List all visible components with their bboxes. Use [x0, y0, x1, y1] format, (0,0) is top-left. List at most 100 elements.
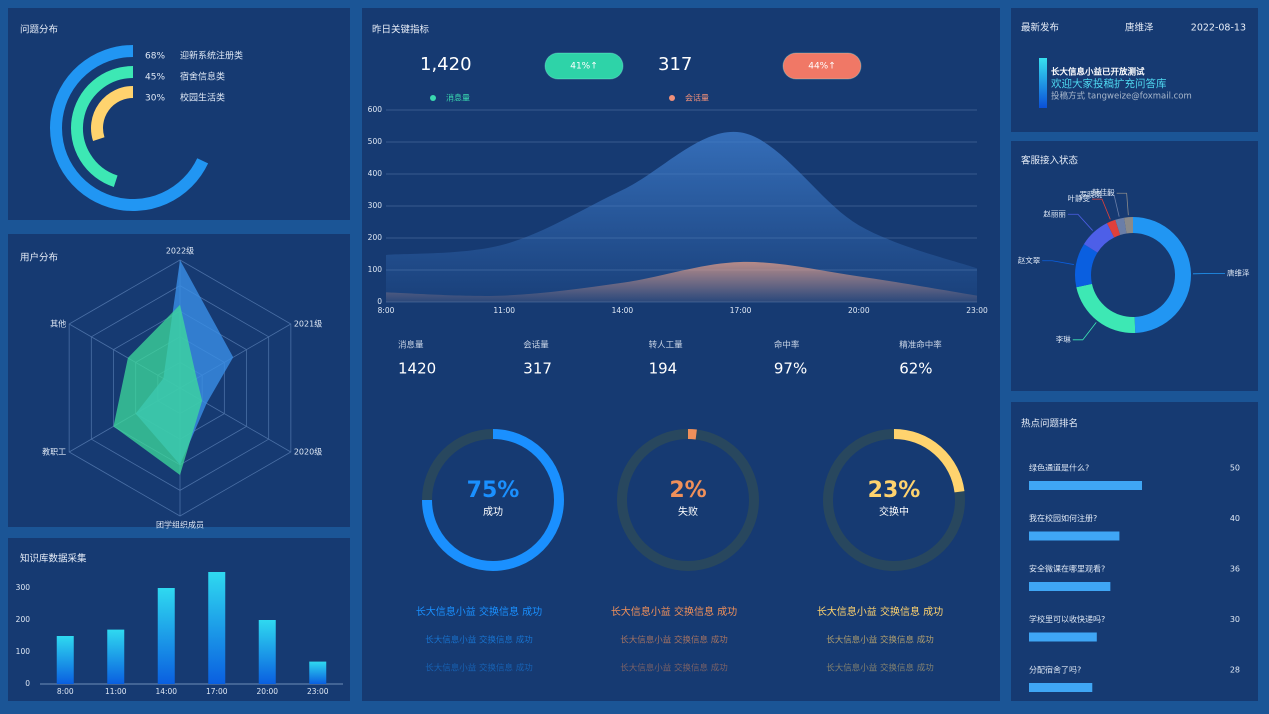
y-tick-label: 500	[368, 137, 383, 146]
legend-marker	[669, 95, 675, 101]
radial-bar	[91, 86, 134, 141]
gauge-arc	[893, 429, 965, 493]
y-tick-label: 300	[16, 583, 31, 592]
kpi-badge-label: 41%↑	[570, 62, 598, 72]
donut-label: 赵丽丽	[1043, 208, 1066, 218]
donut-label: 唐维泽	[1227, 267, 1250, 277]
percent-label: 68%	[145, 52, 165, 62]
y-tick-label: 200	[16, 615, 31, 624]
rank-bar	[1029, 683, 1093, 692]
bar	[258, 620, 276, 684]
leader-line	[1091, 198, 1111, 220]
donut-segment	[1115, 217, 1127, 236]
gauge-caption: 长大信息小益 交换信息 成功	[620, 663, 727, 674]
donut-label: 李琳	[1056, 334, 1071, 344]
donut-segment	[1083, 223, 1115, 253]
notice-line: 投稿方式 tangweize@foxmail.com	[1051, 91, 1192, 102]
question-label: 我在校园如何注册?	[1029, 513, 1097, 523]
question-label: 安全微课在哪里观看?	[1029, 564, 1105, 574]
panel	[362, 8, 1000, 701]
radar-label: 2022级	[166, 246, 194, 256]
donut-label: 赵文翠	[1018, 255, 1041, 265]
x-tick-label: 8:00	[378, 306, 395, 315]
percent-label: 30%	[145, 94, 165, 104]
leader-line	[1072, 322, 1097, 341]
bar	[107, 629, 125, 684]
y-tick-label: 100	[16, 647, 31, 656]
x-tick-label: 23:00	[966, 306, 988, 315]
legend-marker	[430, 95, 436, 101]
y-tick-label: 0	[25, 679, 30, 688]
question-label: 绿色通道是什么?	[1029, 463, 1089, 473]
area	[386, 261, 977, 302]
gauge-caption: 长大信息小益 交换信息 成功	[425, 635, 532, 646]
gauge-arc	[687, 429, 697, 440]
category-label: 宿舍信息类	[180, 71, 225, 83]
gauge-caption: 长大信息小益 交换信息 成功	[416, 605, 542, 618]
notice-title: 最新发布	[1021, 22, 1059, 34]
gauge-value: 2%	[669, 478, 706, 503]
radar-label: 其他	[50, 319, 66, 329]
x-tick-label: 20:00	[848, 306, 870, 315]
y-tick-label: 600	[368, 105, 383, 114]
metric-label: 转人工量	[649, 340, 684, 351]
gauge-caption: 长大信息小益 交换信息 成功	[817, 605, 943, 618]
leader-line	[1116, 192, 1129, 216]
donut-segment	[1124, 217, 1133, 234]
metric-value: 194	[649, 360, 678, 378]
metric-label: 会话量	[523, 340, 549, 351]
rank-bar	[1029, 632, 1097, 642]
x-tick-label: 14:00	[155, 687, 177, 696]
category-label: 迎新系统注册类	[180, 50, 243, 62]
x-tick-label: 23:00	[307, 687, 329, 696]
gauge-value: 75%	[467, 478, 520, 503]
gauge-caption: 长大信息小益 交换信息 成功	[620, 635, 727, 646]
metric-value: 1420	[398, 360, 436, 378]
radar-label: 教职工	[42, 447, 66, 457]
kpi-badge	[544, 52, 624, 80]
leader-line	[1067, 213, 1093, 231]
leader-line	[1042, 260, 1074, 265]
gauge-arc	[422, 429, 564, 571]
metric-value: 317	[523, 360, 552, 378]
metric-label: 消息量	[398, 340, 424, 351]
radial-bar	[50, 45, 209, 211]
donut-segment	[1106, 219, 1121, 238]
bar	[56, 636, 74, 684]
donut-label: 韩佳毅	[1092, 187, 1115, 197]
rank-bar	[1029, 582, 1111, 591]
donut-segment	[1133, 217, 1191, 333]
panel-title: 用户分布	[20, 252, 58, 264]
x-tick-label: 14:00	[612, 306, 634, 315]
leader-line	[1104, 194, 1120, 217]
x-tick-label: 20:00	[256, 687, 278, 696]
donut-label: 罗晓晓	[1080, 189, 1103, 199]
panel	[1011, 402, 1258, 701]
percent-label: 45%	[145, 73, 165, 83]
question-count: 40	[1230, 514, 1240, 523]
metric-label: 命中率	[774, 340, 800, 351]
radar-label: 2020级	[294, 447, 322, 457]
question-count: 30	[1230, 615, 1240, 624]
kpi-badge	[782, 52, 862, 80]
gauge-caption: 长大信息小益 交换信息 成功	[826, 635, 933, 646]
panel-title: 热点问题排名	[1021, 418, 1078, 430]
notice-accent	[1039, 58, 1047, 108]
gauge-name: 成功	[483, 506, 503, 518]
panel-title: 知识库数据采集	[20, 553, 87, 565]
radar-label: 2021级	[294, 319, 322, 329]
question-count: 36	[1230, 565, 1240, 574]
gauge-caption: 长大信息小益 交换信息 成功	[826, 663, 933, 674]
panel-title: 问题分布	[20, 24, 58, 36]
question-count: 50	[1230, 464, 1240, 473]
donut-label: 叶静雯	[1067, 193, 1090, 203]
question-label: 分配宿舍了吗?	[1029, 665, 1081, 675]
gauge-name: 交换中	[879, 505, 909, 518]
x-tick-label: 11:00	[105, 687, 127, 696]
kpi-value: 317	[658, 54, 692, 75]
metric-value: 97%	[774, 360, 807, 378]
gauge-caption: 长大信息小益 交换信息 成功	[425, 663, 532, 674]
notice-line: 欢迎大家投稿扩充问答库	[1051, 77, 1167, 90]
metric-label: 精准命中率	[899, 340, 942, 351]
